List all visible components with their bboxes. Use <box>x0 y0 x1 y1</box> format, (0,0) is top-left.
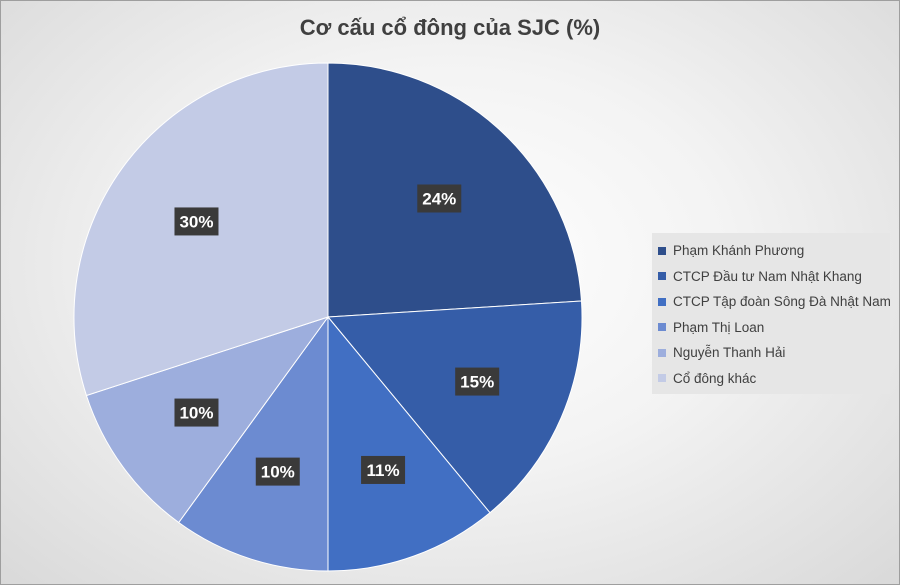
legend-item: Phạm Thị Loan <box>658 315 884 341</box>
legend-label: CTCP Tập đoàn Sông Đà Nhật Nam <box>673 294 891 310</box>
legend-item: Cổ đông khác <box>658 366 884 392</box>
data-label-text: 30% <box>179 212 213 231</box>
legend-label: Nguyễn Thanh Hải <box>673 345 786 361</box>
data-label-text: 24% <box>422 189 456 208</box>
legend-item: Nguyễn Thanh Hải <box>658 340 884 366</box>
legend-swatch <box>658 348 666 357</box>
chart-title: Cơ cấu cổ đông của SJC (%) <box>299 15 601 40</box>
pie-slice <box>326 300 583 514</box>
legend-swatch <box>658 323 666 332</box>
legend-item: CTCP Đầu tư Nam Nhật Khang <box>658 264 884 290</box>
legend-item: Phạm Khánh Phương <box>658 238 884 264</box>
data-label: 10% <box>174 398 219 427</box>
data-label: 10% <box>255 457 300 486</box>
legend-label: Phạm Khánh Phương <box>673 243 805 259</box>
legend-label: CTCP Đầu tư Nam Nhật Khang <box>673 268 862 284</box>
data-label-text: 10% <box>179 404 213 423</box>
data-label-box <box>174 207 219 236</box>
data-label-box <box>455 367 500 396</box>
data-label: 30% <box>174 207 219 236</box>
data-label: 15% <box>455 367 500 396</box>
data-label: 11% <box>361 455 406 484</box>
data-label-box <box>255 457 300 486</box>
legend-swatch <box>658 297 666 306</box>
data-label-text: 11% <box>367 461 400 480</box>
legend-swatch <box>658 246 666 255</box>
data-label-box <box>361 455 406 484</box>
legend-label: Phạm Thị Loan <box>673 319 765 335</box>
data-label-text: 10% <box>261 463 295 482</box>
legend-swatch <box>658 272 666 281</box>
pie-slice <box>178 315 329 572</box>
legend-label: Cổ đông khác <box>673 370 757 386</box>
legend-item: CTCP Tập đoàn Sông Đà Nhật Nam <box>658 289 891 315</box>
data-label-box <box>417 184 462 213</box>
chart-legend: Phạm Khánh Phương CTCP Đầu tư Nam Nhật Kh… <box>652 233 891 394</box>
legend-swatch <box>658 374 666 383</box>
data-label: 24% <box>417 184 462 213</box>
data-label-box <box>174 398 219 427</box>
pie-slice <box>327 315 491 572</box>
data-label-text: 15% <box>460 373 494 392</box>
